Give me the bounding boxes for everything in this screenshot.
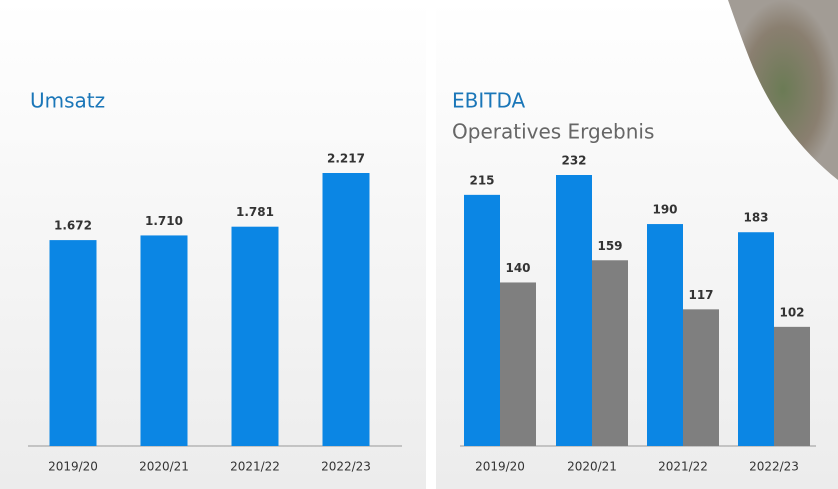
bar xyxy=(738,232,774,446)
value-label: 1.781 xyxy=(236,205,274,219)
series-heading: Operatives Ergebnis xyxy=(452,120,654,144)
bar xyxy=(683,309,719,446)
x-tick-label: 2019/20 xyxy=(475,460,525,474)
bar xyxy=(556,175,592,446)
x-tick-label: 2021/22 xyxy=(658,460,708,474)
value-label: 215 xyxy=(469,173,494,187)
x-tick-label: 2022/23 xyxy=(749,460,799,474)
bar xyxy=(232,227,279,446)
x-tick-label: 2021/22 xyxy=(230,460,280,474)
bar xyxy=(141,235,188,446)
value-label: 1.672 xyxy=(54,219,92,233)
value-label: 183 xyxy=(743,211,768,225)
value-label: 2.217 xyxy=(327,152,365,166)
value-label: 102 xyxy=(779,305,804,319)
value-label: 117 xyxy=(688,288,713,302)
x-tick-label: 2019/20 xyxy=(48,460,98,474)
bar xyxy=(50,240,97,446)
value-label: 232 xyxy=(561,154,586,168)
page: Umsatz EBITDA Operatives Ergebnis 1.672 2… xyxy=(0,0,838,489)
value-label: 1.710 xyxy=(145,214,183,228)
bar xyxy=(774,327,810,446)
bar xyxy=(592,260,628,446)
x-tick-label: 2020/21 xyxy=(567,460,617,474)
bar xyxy=(323,173,370,446)
bar xyxy=(500,282,536,446)
bar xyxy=(464,195,500,446)
value-label: 159 xyxy=(597,239,622,253)
chart-title: Umsatz xyxy=(30,89,105,113)
value-label: 140 xyxy=(505,261,530,275)
x-tick-label: 2022/23 xyxy=(321,460,371,474)
series-heading: EBITDA xyxy=(452,89,526,113)
x-tick-label: 2020/21 xyxy=(139,460,189,474)
bar xyxy=(647,224,683,446)
value-label: 190 xyxy=(652,203,677,217)
